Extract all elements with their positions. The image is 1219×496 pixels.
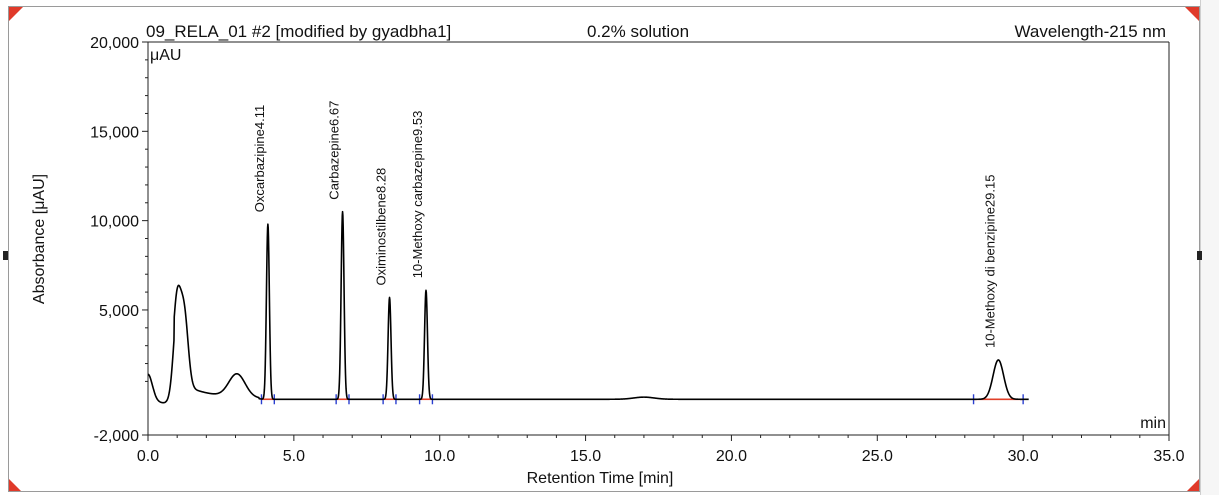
y-tick-label: 5,000 [99, 303, 139, 320]
corner-accent-top-left [9, 7, 23, 21]
x-tick-label: 5.0 [283, 448, 305, 465]
x-tick-label: 0.0 [137, 448, 159, 465]
solution-label: 0.2% solution [587, 22, 689, 41]
peak-label: Oxcarbazipine4.11 [252, 105, 267, 212]
corner-accents [9, 7, 1199, 491]
peak-label: Oximinostilbene8.28 [374, 168, 389, 286]
y-axis-ticks: -2,000 5,000 10,000 15,000 20,000 [90, 35, 148, 445]
y-axis-title: Absorbance [μAU] [31, 174, 48, 304]
x-tick-label: 10.0 [424, 448, 455, 465]
peak-label: Carbazepine6.67 [327, 101, 342, 200]
x-tick-label: 20.0 [716, 448, 747, 465]
x-unit-label: min [1140, 415, 1166, 432]
x-axis-ticks: 0.0 5.0 10.0 15.0 20.0 25.0 30.0 35.0 [137, 435, 1185, 465]
x-tick-label: 15.0 [570, 448, 601, 465]
x-tick-label: 35.0 [1153, 448, 1184, 465]
corner-accent-bottom-left [9, 479, 21, 491]
y-tick-label: 15,000 [90, 124, 139, 141]
chromatogram-trace [147, 210, 1030, 404]
x-tick-label: 25.0 [862, 448, 893, 465]
x-axis-title: Retention Time [min] [527, 470, 674, 487]
peak-labels: Oxcarbazipine4.11 Carbazepine6.67 Oximinos… [252, 101, 997, 348]
x-tick-label: 30.0 [1008, 448, 1039, 465]
peak-label: 10-Methoxy carbazepine9.53 [410, 111, 425, 279]
y-tick-label: 20,000 [90, 35, 139, 52]
chart-frame: 09_RELA_01 #2 [modified by gyadbha1] 0.2… [8, 6, 1200, 492]
y-tick-label: 10,000 [90, 214, 139, 231]
sample-name: 09_RELA_01 #2 [modified by gyadbha1] [146, 22, 451, 41]
corner-accent-top-right [1185, 7, 1199, 21]
corner-accent-bottom-right [1187, 479, 1199, 491]
wavelength-label: Wavelength-215 nm [1014, 22, 1166, 41]
side-panel-edge [1200, 0, 1219, 495]
chromatogram-chart: 09_RELA_01 #2 [modified by gyadbha1] 0.2… [9, 7, 1199, 491]
resize-handle-right[interactable] [1197, 251, 1202, 260]
y-unit-label: μAU [150, 47, 181, 64]
y-tick-label: -2,000 [94, 428, 139, 445]
peak-label: 10-Methoxy di benzipine29.15 [982, 175, 997, 348]
resize-handle-left[interactable] [3, 251, 8, 260]
